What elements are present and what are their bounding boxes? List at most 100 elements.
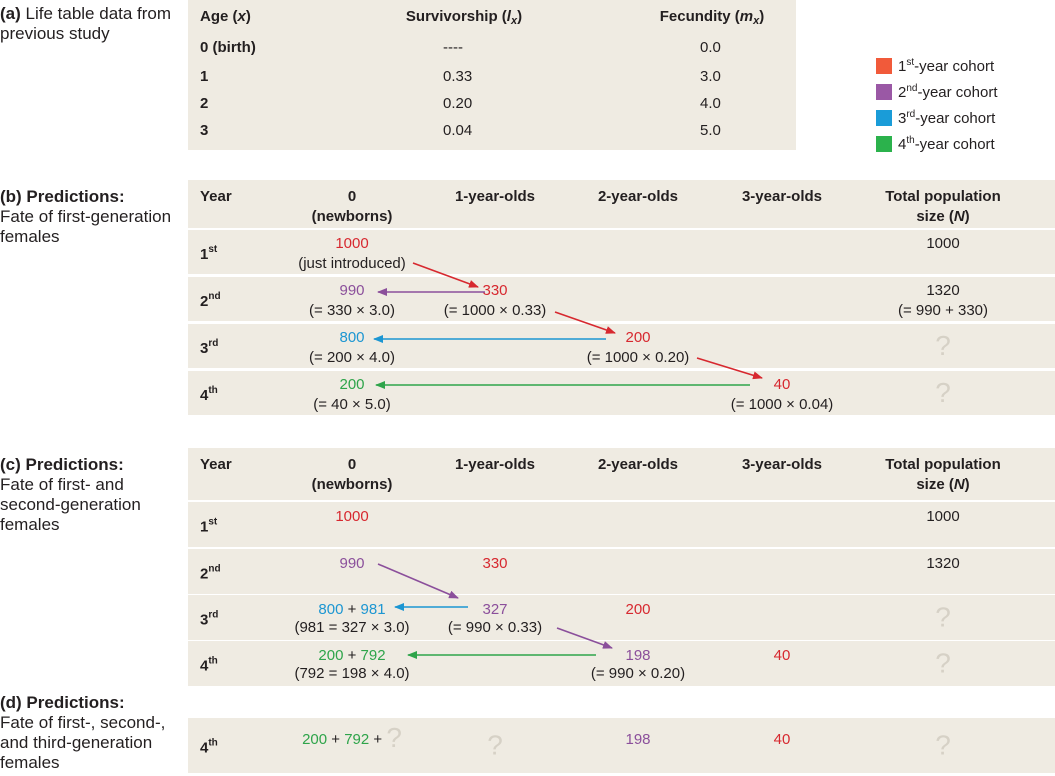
table-cell: ----: [443, 39, 463, 56]
table-row-background: [188, 641, 1055, 686]
arrow: [696, 357, 763, 380]
panel-caption: Fate of first- and second-generation fem…: [0, 475, 141, 534]
column-header: 1-year-olds: [455, 188, 535, 205]
column-header: 2-year-olds: [598, 456, 678, 473]
legend-swatch: [876, 136, 892, 152]
value-note: (= 330 × 3.0): [309, 302, 395, 319]
value-part: 981: [361, 601, 386, 618]
header-segment: (newborns): [312, 476, 393, 493]
value-note: (= 1000 × 0.33): [444, 302, 547, 319]
header-segment: l: [507, 8, 512, 25]
legend-suffix: th: [906, 135, 914, 146]
table-background: [188, 0, 796, 150]
value-note: (981 = 327 × 3.0): [294, 619, 409, 636]
table-value: 200 + 792 + ?: [302, 722, 402, 753]
year-suffix: rd: [208, 609, 218, 620]
year-label: 4th: [200, 737, 218, 756]
panel-label: (d) Predictions:: [0, 693, 125, 712]
table-value: 200: [625, 601, 650, 618]
header-segment: ): [965, 476, 970, 493]
value-note: (just introduced): [298, 255, 406, 272]
year-label: 4th: [200, 385, 218, 404]
value-part: 200: [339, 376, 364, 393]
column-header: Total population: [885, 188, 1001, 205]
header-segment: size (: [916, 208, 954, 225]
year-suffix: st: [208, 244, 218, 255]
header-segment: size (: [916, 476, 954, 493]
year-label: 1st: [200, 244, 218, 263]
table-value: 327: [482, 601, 507, 618]
panel-caption: Life table data from previous study: [0, 4, 172, 43]
value-part: +: [327, 731, 344, 748]
value-note: (= 1000 × 0.04): [731, 396, 834, 413]
table-value: 40: [774, 647, 791, 664]
table-row-background: [188, 502, 1055, 547]
table-value: ?: [487, 730, 503, 761]
arrows: [373, 262, 763, 659]
value-note: (= 200 × 4.0): [309, 349, 395, 366]
value-part: ?: [935, 602, 951, 633]
caption-c: (c) Predictions: Fate of first- and secon…: [0, 455, 172, 535]
table-cell: 0.20: [443, 95, 472, 112]
year-suffix: nd: [208, 291, 220, 302]
legend-swatch: [876, 58, 892, 74]
year-label: 4th: [200, 655, 218, 674]
header-segment: N: [954, 208, 966, 225]
header-segment: x: [752, 15, 760, 27]
table-cell: 4.0: [700, 95, 721, 112]
value-part: 1000: [926, 508, 959, 525]
arrow: [412, 262, 479, 288]
table-cell: 0 (birth): [200, 39, 256, 56]
value-part: 800: [339, 329, 364, 346]
legend-text: -year cohort: [917, 84, 998, 101]
legend-swatch: [876, 110, 892, 126]
table-cell: 0.04: [443, 122, 472, 139]
header-segment: Year: [200, 188, 232, 205]
value-part: 200: [302, 731, 327, 748]
table-row-background: [188, 718, 1055, 773]
table-value: 330: [482, 282, 507, 299]
value-part: ?: [487, 730, 503, 761]
column-header: 0: [348, 456, 356, 473]
year-label: 1st: [200, 516, 218, 535]
legend-label: 2nd-year cohort: [898, 83, 998, 101]
legend-ordinal: 4: [898, 136, 906, 153]
table-value: 1000: [335, 235, 368, 252]
value-part: 800: [318, 601, 343, 618]
year-number: 3: [200, 340, 208, 357]
header-segment: ): [965, 208, 970, 225]
header-segment: Total population: [885, 456, 1001, 473]
header-segment: 3-year-olds: [742, 456, 822, 473]
header-segment: x: [237, 8, 247, 25]
table-value: ?: [935, 377, 951, 408]
column-header: (newborns): [312, 208, 393, 225]
year-suffix: rd: [208, 338, 218, 349]
table-cell: 1: [200, 68, 208, 85]
value-note: (= 40 × 5.0): [313, 396, 391, 413]
header-segment: Fecundity (: [660, 8, 740, 25]
value-part: 40: [774, 731, 791, 748]
table-value: 198: [625, 647, 650, 664]
column-header: Total population: [885, 456, 1001, 473]
table-value: ?: [935, 648, 951, 679]
value-part: 792: [344, 731, 369, 748]
value-note: (792 = 198 × 4.0): [294, 665, 409, 682]
legend-ordinal: 3: [898, 110, 906, 127]
value-part: 1000: [335, 508, 368, 525]
header-segment: (newborns): [312, 208, 393, 225]
table-value: 330: [482, 555, 507, 572]
legend-text: -year cohort: [914, 58, 995, 75]
legend-suffix: st: [906, 57, 914, 68]
header-segment: 2-year-olds: [598, 456, 678, 473]
value-note: (= 990 × 0.33): [448, 619, 542, 636]
header-segment: 2-year-olds: [598, 188, 678, 205]
table-value: ?: [935, 330, 951, 361]
panel-label: (c) Predictions:: [0, 455, 124, 474]
header-segment: ): [517, 8, 522, 25]
table-value: 200: [625, 329, 650, 346]
value-part: ?: [935, 377, 951, 408]
table-cell: 0.33: [443, 68, 472, 85]
legend-text: -year cohort: [915, 136, 996, 153]
